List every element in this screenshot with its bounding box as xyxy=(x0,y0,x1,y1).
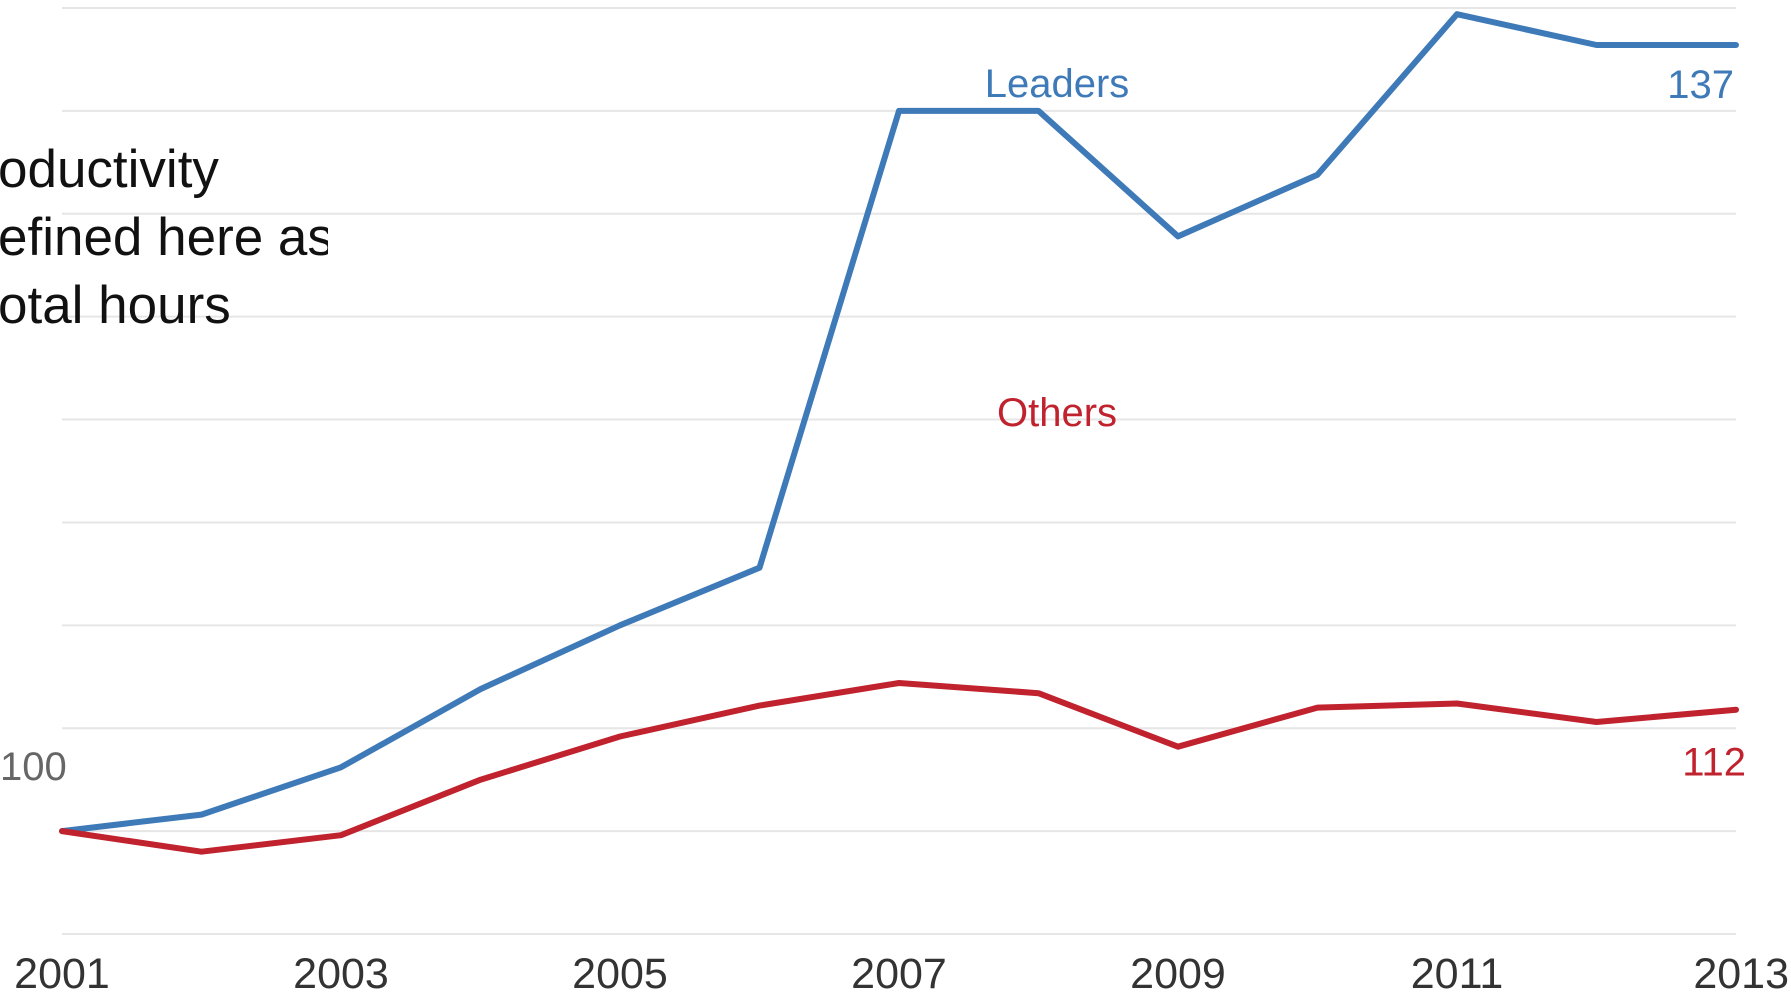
end-value-label-leaders: 137 xyxy=(1667,63,1734,107)
x-tick-label: 2011 xyxy=(1411,950,1503,998)
x-tick-label: 2001 xyxy=(14,950,110,998)
y-tick-label: 100 xyxy=(0,745,67,789)
x-axis-ticks: 2001 2003 2005 2007 2009 2011 2013 xyxy=(14,950,1789,998)
annotation-line-3: otal hours xyxy=(0,276,231,335)
x-tick-label: 2005 xyxy=(572,950,668,998)
annotation-line-2: efined here as xyxy=(0,208,328,267)
end-value-label-others: 112 xyxy=(1682,741,1746,785)
series-label-others: Others xyxy=(997,391,1117,435)
series-label-leaders: Leaders xyxy=(985,62,1130,106)
x-tick-label: 2013 xyxy=(1693,950,1789,998)
x-tick-label: 2009 xyxy=(1130,950,1226,998)
annotation-line-1: oductivity xyxy=(0,140,219,199)
series-lines xyxy=(59,11,1739,855)
series-line-others xyxy=(59,680,1739,855)
chart-annotation: oductivity efined here as otal hours xyxy=(0,136,328,336)
x-tick-label: 2007 xyxy=(851,950,947,998)
x-tick-label: 2003 xyxy=(293,950,389,998)
chart-labels: Leaders Others 137 112 100 xyxy=(0,62,1746,789)
series-line-leaders xyxy=(59,11,1739,835)
